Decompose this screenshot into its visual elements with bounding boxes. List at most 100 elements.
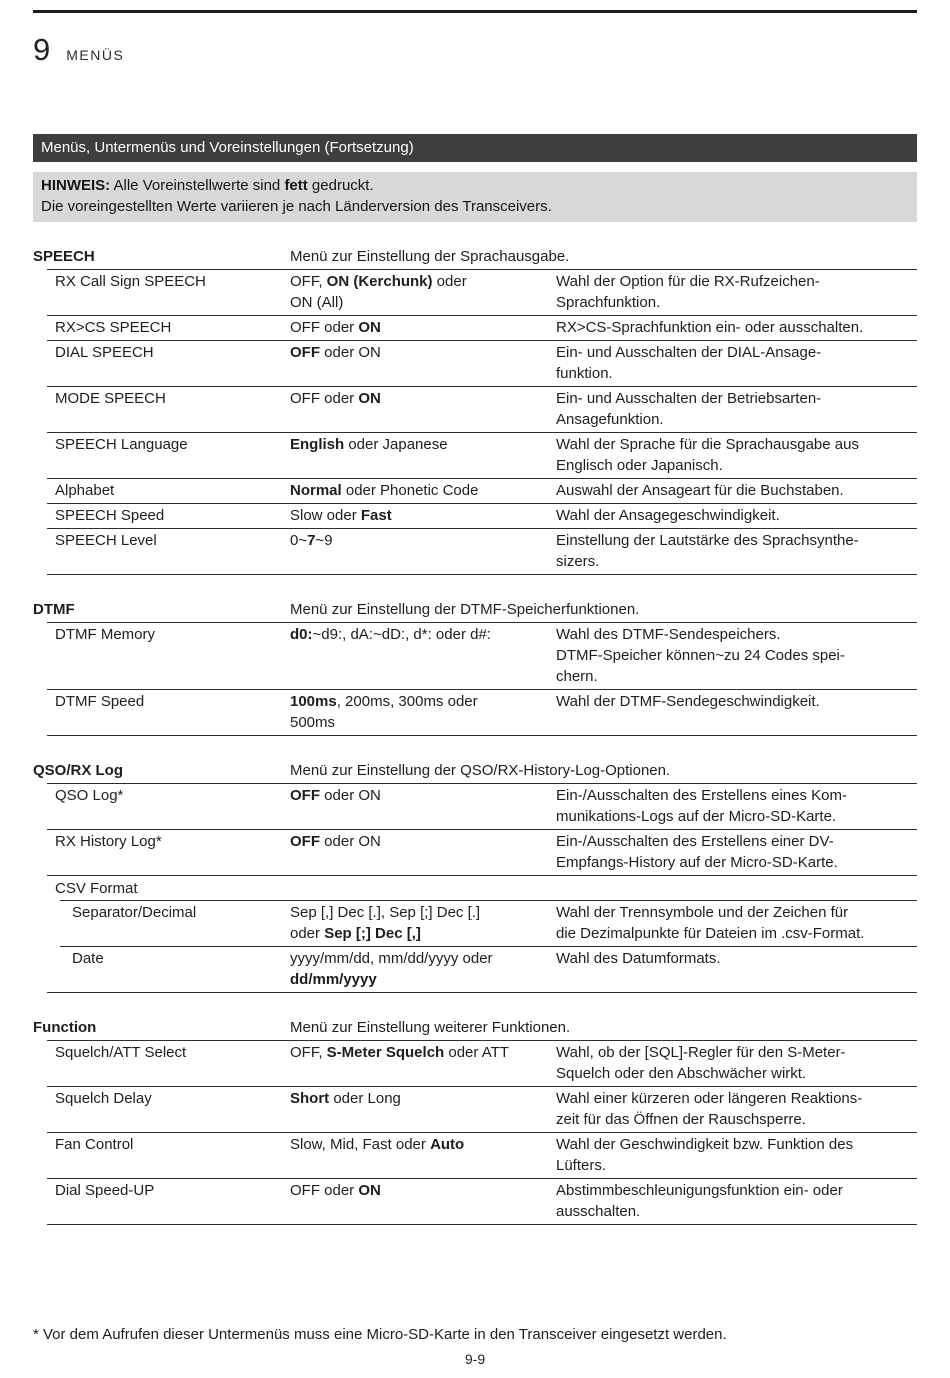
bold-text-segment: 7 <box>307 532 316 549</box>
table-row: RX>CS SPEECH OFF oder ON RX>CS-Sprachfunkt… <box>47 316 917 341</box>
text-segment: oder Long <box>329 1090 401 1107</box>
section-body: RX Call Sign SPEECH OFF, ON (Kerchunk) od… <box>47 269 917 575</box>
text-segment: Alle Voreinstellwerte sind <box>110 177 285 194</box>
menu-item-description: Wahl des Datumformats. <box>556 950 721 967</box>
table-row: DTMF Memory d0:~d9:, dA:~dD:, d*: oder d#… <box>47 623 917 690</box>
text-segment: ~9 <box>315 532 333 549</box>
section-header-row: Function Menü zur Einstellung weiterer Fu… <box>33 1017 917 1040</box>
table-row: SPEECH Speed Slow oder Fast Wahl der Ansag… <box>47 504 917 529</box>
table-row: RX History Log* OFF oder ON Ein-/Ausschalt… <box>47 830 917 876</box>
menu-item-name: RX History Log* <box>55 833 162 850</box>
text-segment: oder ON <box>320 787 381 804</box>
menu-item-description: Wahl der Ansagegeschwindigkeit. <box>556 507 780 524</box>
table-row: Squelch/ATT Select OFF, S-Meter Squelch o… <box>47 1041 917 1087</box>
menu-item-description: Abstimmbeschleunigungsfunktion ein- oder… <box>556 1182 843 1220</box>
menu-item-name: DTMF Memory <box>55 626 155 643</box>
menu-item-description: Wahl der DTMF-Sendegeschwindigkeit. <box>556 693 820 710</box>
menu-item-values: OFF oder ON <box>290 831 556 873</box>
section-description: Menü zur Einstellung der QSO/RX-History-… <box>290 762 671 779</box>
table-row: Dial Speed-UP OFF oder ON Abstimmbeschleun… <box>47 1179 917 1224</box>
text-segment: OFF, <box>290 273 327 290</box>
text-segment: yyyy/mm/dd, mm/dd/yyyy oder <box>290 950 493 967</box>
bold-text-segment: Normal <box>290 482 342 499</box>
table-row: QSO Log* OFF oder ON Ein-/Ausschalten des … <box>47 784 917 830</box>
table-row: Separator/Decimal Sep [,] Dec [.], Sep [;… <box>60 901 917 947</box>
menu-item-values: Slow, Mid, Fast oder Auto <box>290 1134 556 1176</box>
section-description: Menü zur Einstellung der Sprachausgabe. <box>290 248 570 265</box>
text-segment: Slow oder <box>290 507 361 524</box>
bold-text-segment: ON <box>358 1182 381 1199</box>
submenu-group: Separator/Decimal Sep [,] Dec [.], Sep [;… <box>60 900 917 992</box>
menu-item-description: RX>CS-Sprachfunktion ein- oder ausschalt… <box>556 319 864 336</box>
menu-item-values: Short oder Long <box>290 1088 556 1130</box>
menu-item-values: yyyy/mm/dd, mm/dd/yyyy oder dd/mm/yyyy <box>290 948 556 990</box>
section-body: DTMF Memory d0:~d9:, dA:~dD:, d*: oder d#… <box>47 622 917 736</box>
menu-item-values: English oder Japanese <box>290 434 556 476</box>
table-row: Date yyyy/mm/dd, mm/dd/yyyy oder dd/mm/yy… <box>60 947 917 992</box>
bold-text-segment: ON <box>358 390 381 407</box>
table-row: Alphabet Normal oder Phonetic Code Auswahl… <box>47 479 917 504</box>
text-segment: oder ON <box>320 344 381 361</box>
menu-item-values: Normal oder Phonetic Code <box>290 480 556 501</box>
header-rule <box>33 10 917 13</box>
menu-item-name: Alphabet <box>55 482 115 499</box>
table-subheader-row: CSV Format <box>47 876 917 900</box>
bold-text-segment: S-Meter Squelch <box>326 1044 445 1061</box>
menu-item-description: Wahl der Geschwindigkeit bzw. Funktion d… <box>556 1136 854 1174</box>
chapter-number: 9 <box>33 32 51 67</box>
section-description: Menü zur Einstellung der DTMF-Speicherfu… <box>290 601 640 618</box>
bold-text-segment: ON (Kerchunk) <box>326 273 433 290</box>
submenu-group-name: CSV Format <box>55 880 138 897</box>
menu-item-values: 100ms, 200ms, 300ms oder 500ms <box>290 691 556 733</box>
table-row: SPEECH Language English oder Japanese Wahl… <box>47 433 917 479</box>
bold-text-segment: dd/mm/yyyy <box>290 971 377 988</box>
menu-section: SPEECH Menü zur Einstellung der Sprachaus… <box>33 246 917 575</box>
section-name: Function <box>33 1019 97 1036</box>
section-header-row: QSO/RX Log Menü zur Einstellung der QSO/R… <box>33 760 917 783</box>
footnote: * Vor dem Aufrufen dieser Untermenüs mus… <box>33 1326 727 1343</box>
notice-line-2: Die voreingestellten Werte variieren je … <box>41 198 552 215</box>
menu-item-values: OFF, ON (Kerchunk) oder ON (All) <box>290 271 556 313</box>
menu-item-description: Wahl der Sprache für die Sprachausgabe a… <box>556 436 859 474</box>
menu-item-description: Ein- und Ausschalten der Betriebsarten- … <box>556 390 822 428</box>
notice-line-1: HINWEIS: Alle Voreinstellwerte sind fett… <box>41 175 909 196</box>
table-row: DTMF Speed 100ms, 200ms, 300ms oder 500ms… <box>47 690 917 735</box>
menu-item-description: Einstellung der Lautstärke des Sprachsyn… <box>556 532 859 570</box>
bold-text-segment: 100ms <box>290 693 337 710</box>
section-name: DTMF <box>33 601 75 618</box>
table-row: DIAL SPEECH OFF oder ON Ein- und Ausschalt… <box>47 341 917 387</box>
bold-text-segment: OFF <box>290 833 320 850</box>
menu-item-values: d0:~d9:, dA:~dD:, d*: oder d#: <box>290 624 556 687</box>
menu-item-name: SPEECH Language <box>55 436 188 453</box>
menu-section: DTMF Menü zur Einstellung der DTMF-Speich… <box>33 599 917 736</box>
menu-item-description: Wahl des DTMF-Sendespeichers. DTMF-Speic… <box>556 626 845 685</box>
bold-text-segment: Auto <box>430 1136 465 1153</box>
table-row: MODE SPEECH OFF oder ON Ein- und Ausschalt… <box>47 387 917 433</box>
section-name: SPEECH <box>33 248 95 265</box>
text-segment: oder ON (All) <box>290 273 467 311</box>
text-segment: OFF oder <box>290 390 359 407</box>
menu-item-name: RX Call Sign SPEECH <box>55 273 206 290</box>
menu-item-name: MODE SPEECH <box>55 390 166 407</box>
section-body: Squelch/ATT Select OFF, S-Meter Squelch o… <box>47 1040 917 1225</box>
bold-text-segment: d0: <box>290 626 313 643</box>
menu-item-name: QSO Log* <box>55 787 124 804</box>
menu-item-description: Wahl der Option für die RX-Rufzeichen- S… <box>556 273 820 311</box>
menu-item-values: OFF oder ON <box>290 388 556 430</box>
text-segment: oder ATT <box>444 1044 509 1061</box>
table-row: SPEECH Level 0~7~9 Einstellung der Lautstä… <box>47 529 917 574</box>
section-header-row: SPEECH Menü zur Einstellung der Sprachaus… <box>33 246 917 269</box>
text-segment: oder Phonetic Code <box>341 482 479 499</box>
menu-item-name: Squelch Delay <box>55 1090 152 1107</box>
bold-text-segment: fett <box>284 177 308 194</box>
section-description: Menü zur Einstellung weiterer Funktionen… <box>290 1019 571 1036</box>
bold-text-segment: HINWEIS: <box>41 177 111 194</box>
text-segment: ~d9:, dA:~dD:, d*: oder d#: <box>312 626 491 643</box>
page-number: 9-9 <box>464 1351 486 1367</box>
menu-item-name: Separator/Decimal <box>72 904 197 921</box>
menu-item-description: Wahl, ob der [SQL]-Regler für den S-Mete… <box>556 1044 846 1082</box>
text-segment: oder Japanese <box>344 436 448 453</box>
text-segment: OFF, <box>290 1044 327 1061</box>
menu-item-name: DTMF Speed <box>55 693 145 710</box>
menu-item-name: DIAL SPEECH <box>55 344 154 361</box>
